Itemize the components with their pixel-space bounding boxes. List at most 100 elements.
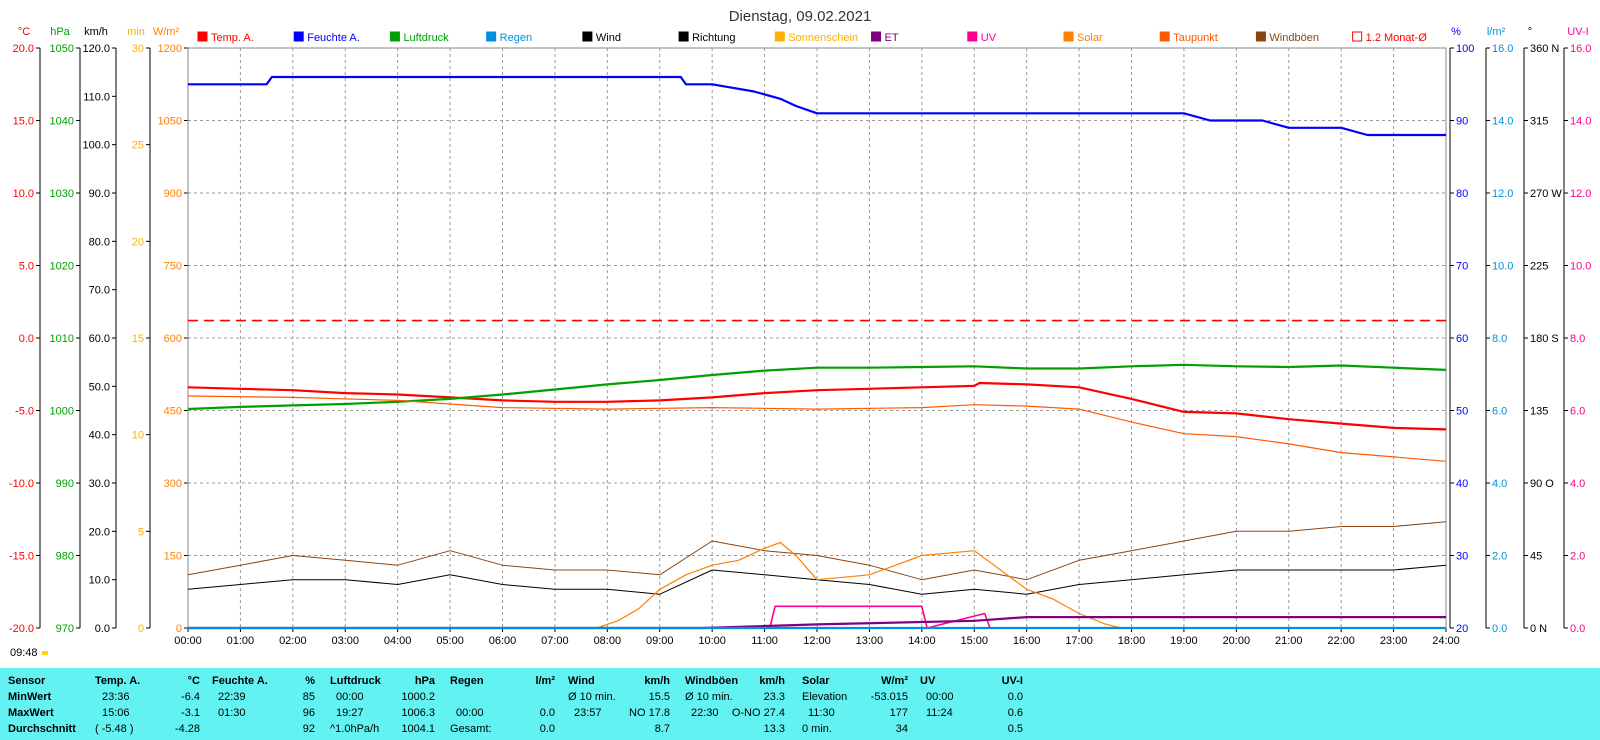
right-axis-tick-label: 315 — [1530, 116, 1548, 128]
right-axis-tick-label: 16.0 — [1570, 43, 1591, 55]
stats-gust-unit: km/h — [759, 675, 785, 687]
stats-rain-header: Regen — [450, 675, 484, 687]
legend-swatch — [389, 31, 400, 42]
stats-solar-unit: W/m² — [881, 675, 908, 687]
x-tick-label: 18:00 — [1118, 635, 1146, 647]
stats-rain-unit: l/m² — [535, 675, 555, 687]
legend-label: Windböen — [1269, 32, 1319, 44]
left-axis-tick-label: 1030 — [50, 188, 74, 200]
legend-swatch — [1063, 31, 1074, 42]
left-axis-tick-label: 0.0 — [95, 623, 110, 635]
left-axis-tick-label: 1000 — [50, 406, 74, 418]
left-axis-tick-label: 980 — [56, 551, 74, 563]
stats-solar-elev-label: Elevation — [802, 691, 848, 703]
x-tick-label: 13:00 — [856, 635, 884, 647]
stats-press-trend: ^1.0hPa/h — [330, 723, 380, 735]
left-axis-tick-label: 30.0 — [89, 478, 110, 490]
series-uv-line — [188, 605, 1446, 629]
stats-uv-unit: UV-I — [1001, 675, 1023, 687]
right-axis-tick-label: 20 — [1456, 623, 1468, 635]
stats-temp-header: Temp. A. — [95, 675, 141, 687]
legend-label: Taupunkt — [1173, 32, 1218, 44]
series-solar-line — [596, 541, 1122, 629]
left-axis-tick-label: 900 — [164, 188, 182, 200]
stats-rain-total-val: 0.0 — [539, 723, 555, 735]
legend-label: Wind — [596, 32, 621, 44]
legend: Temp. A. Feuchte A. Luftdruck Regen Wind Rich… — [197, 31, 1427, 44]
x-tick-label: 20:00 — [1223, 635, 1251, 647]
legend-swatch — [678, 31, 689, 42]
left-axis-tick-label: 70.0 — [89, 285, 110, 297]
stats-rain-max-val: 0.0 — [539, 707, 555, 719]
x-tick-label: 09:00 — [646, 635, 674, 647]
left-axis-tick-label: 0 — [176, 623, 182, 635]
series-layer — [187, 75, 1447, 630]
right-axis-tick-label: 90 — [1456, 116, 1468, 128]
stats-press-max-time: 19:27 — [336, 707, 364, 719]
right-axis-tick-label: 12.0 — [1570, 188, 1591, 200]
stats-press-min-val: 1000.2 — [401, 691, 435, 703]
stats-temp-unit: °C — [187, 675, 200, 687]
stats-hum-max-time: 01:30 — [218, 707, 246, 719]
left-axis-tick-label: 90.0 — [89, 188, 110, 200]
left-axis-tick-label: 1200 — [158, 43, 182, 55]
stats-row-label: MaxWert — [8, 707, 54, 719]
left-axis-tick-label: 1050 — [50, 43, 74, 55]
stats-wind-avg-val: 8.7 — [654, 723, 670, 735]
series-feuchte-a-line — [188, 75, 1446, 137]
right-axis-unit: ° — [1528, 26, 1532, 38]
left-axis-tick-label: 1050 — [158, 116, 182, 128]
stats-hum-unit: % — [305, 675, 315, 687]
legend-label: Solar — [1077, 32, 1103, 44]
legend-swatch — [486, 31, 497, 42]
left-axis-tick-label: 10 — [132, 430, 144, 442]
left-axis-tick-label: 50.0 — [89, 381, 110, 393]
right-axis-tick-label: 2.0 — [1570, 551, 1585, 563]
legend-label: Richtung — [692, 32, 735, 44]
left-axis-tick-label: -20.0 — [9, 623, 34, 635]
left-axis-tick-label: 450 — [164, 406, 182, 418]
legend-swatch — [774, 31, 785, 42]
legend-label: Temp. A. — [211, 32, 254, 44]
series-windb-en-line — [187, 521, 1447, 581]
left-axis-tick-label: 30 — [132, 43, 144, 55]
stats-temp-max-time: 15:06 — [102, 707, 130, 719]
left-axis-unit: °C — [18, 26, 30, 38]
stats-gust-min-val: 23.3 — [763, 691, 785, 703]
left-axis-tick-label: 15 — [132, 333, 144, 345]
legend-swatch — [1159, 31, 1170, 42]
left-axis-tick-label: 40.0 — [89, 430, 110, 442]
right-axis-tick-label: 0.0 — [1570, 623, 1585, 635]
x-tick-label: 21:00 — [1275, 635, 1303, 647]
right-axis-tick-label: 2.0 — [1492, 551, 1507, 563]
right-axis-tick-label: 100 — [1456, 43, 1474, 55]
stats-uv-max-time: 11:24 — [926, 707, 953, 719]
right-axis-tick-label: 80 — [1456, 188, 1468, 200]
stats-uv-min-time: 00:00 — [926, 691, 954, 703]
left-axis-tick-label: 10.0 — [13, 188, 34, 200]
x-tick-label: 00:00 — [174, 635, 202, 647]
right-axis-tick-label: 180 S — [1530, 333, 1559, 345]
left-axis-tick-label: 15.0 — [13, 116, 34, 128]
left-axis-tick-label: 750 — [164, 261, 182, 273]
stats-press-header: Luftdruck — [330, 675, 381, 687]
stats-gust-max-val: O-NO 27.4 — [731, 707, 785, 719]
left-axis-tick-label: 20.0 — [13, 43, 34, 55]
left-axis-unit: km/h — [84, 26, 108, 38]
x-tick-label: 11:00 — [751, 635, 778, 647]
stats-hum-header: Feuchte A. — [212, 675, 268, 687]
right-axis-tick-label: 8.0 — [1570, 333, 1585, 345]
stats-wind-min-val: 15.5 — [648, 691, 670, 703]
right-axis-unit: l/m² — [1487, 26, 1506, 38]
stats-row-label: Sensor — [8, 675, 46, 687]
time-marker — [42, 651, 48, 655]
left-axis-tick-label: 25 — [132, 140, 144, 152]
stats-gust-avg-val: 13.3 — [763, 723, 785, 735]
left-axis-tick-label: 60.0 — [89, 333, 110, 345]
stats-hum-avg-val: 92 — [302, 723, 315, 735]
stats-solar-min-label: 0 min. — [802, 723, 832, 735]
right-axis-tick-label: 4.0 — [1492, 478, 1507, 490]
stats-row-label: Durchschnitt — [8, 723, 76, 735]
stats-uv-header: UV — [920, 675, 936, 687]
series-luftdruck-line — [187, 363, 1447, 411]
